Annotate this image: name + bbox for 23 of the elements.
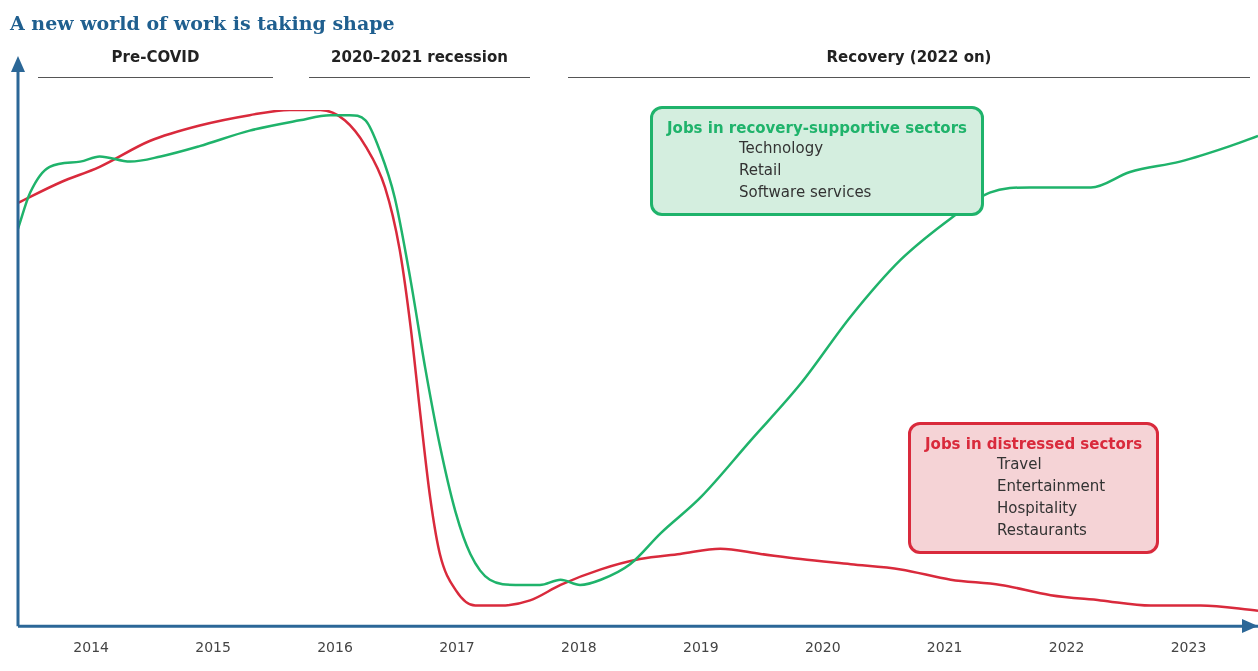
x-tick-label: 2023	[1170, 639, 1207, 656]
text: 2020–2021 recession	[309, 48, 530, 78]
text: Jobs in distressed sectors	[925, 435, 1143, 453]
x-tick-label: 2014	[73, 639, 110, 656]
chart-title: A new world of work is taking shape	[10, 12, 395, 34]
x-tick-label: 2022	[1048, 639, 1085, 656]
annotation: Travel	[996, 454, 1043, 475]
annotation: Technology	[738, 138, 825, 159]
x-tick-label: 2018	[561, 639, 597, 656]
x-tick-label: 2021	[926, 639, 963, 656]
text: Jobs in recovery-supportive sectors	[667, 119, 967, 137]
x-tick-label: 2017	[439, 639, 475, 656]
x-tick-label: 2015	[195, 639, 231, 656]
text: Recovery (2022 on)	[568, 48, 1250, 78]
annotation: Software services	[738, 182, 873, 203]
annotation: Restaurants	[996, 520, 1088, 541]
x-tick-label: 2016	[317, 639, 353, 656]
annotation: Retail	[738, 160, 783, 181]
x-tick-label: 2019	[682, 639, 719, 656]
annotation: Hospitality	[996, 498, 1079, 519]
annotation: Entertainment	[996, 476, 1107, 497]
text: Pre-COVID	[38, 48, 273, 78]
x-tick-label: 2020	[804, 639, 841, 656]
